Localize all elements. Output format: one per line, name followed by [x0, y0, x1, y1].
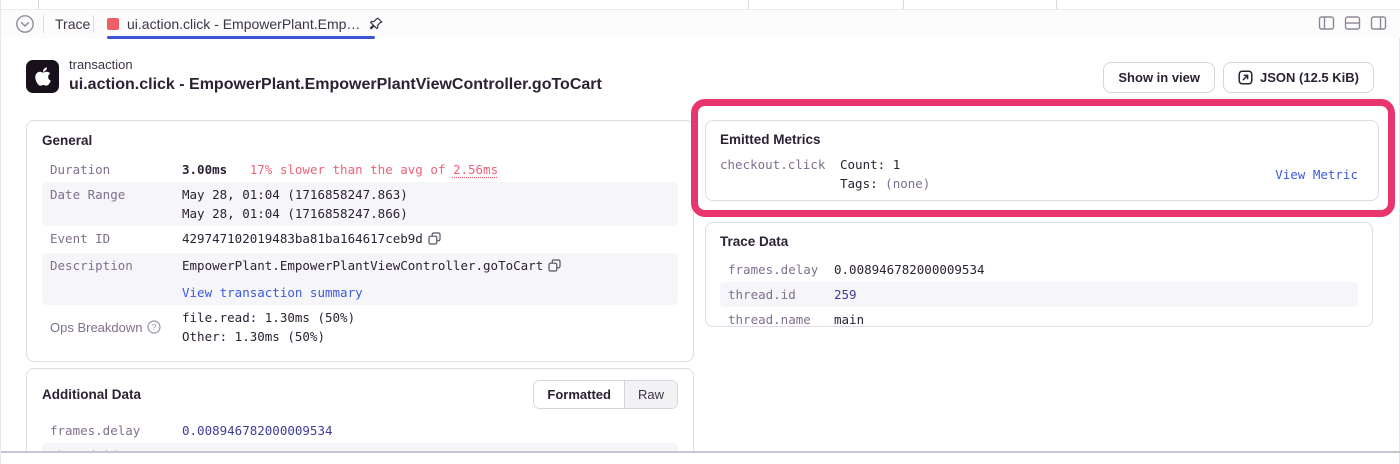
additional-data-section: Additional Data Formatted Raw frames.del… — [26, 368, 694, 452]
date-range-start: May 28, 01:04 (1716858247.863) — [182, 187, 408, 202]
duration-row: Duration 3.00ms 17% slower than the avg … — [42, 157, 678, 182]
tab-divider — [43, 15, 44, 33]
background-table-edge — [1, 0, 1400, 10]
ops-breakdown-row: Ops Breakdown ? file.read: 1.30ms (50%) … — [42, 305, 678, 349]
table-column-divider — [38, 0, 39, 9]
event-type-label: transaction — [69, 57, 133, 72]
view-metric-link[interactable]: View Metric — [1275, 166, 1358, 182]
json-button-label: JSON (12.5 KiB) — [1260, 70, 1359, 85]
json-download-button[interactable]: JSON (12.5 KiB) — [1223, 62, 1374, 93]
apple-platform-icon — [26, 60, 59, 93]
ops-breakdown-line2: Other: 1.30ms (50%) — [182, 329, 325, 344]
apple-logo-icon — [34, 67, 51, 86]
show-in-view-button[interactable]: Show in view — [1103, 62, 1216, 93]
tab-transaction-active[interactable]: ui.action.click - EmpowerPlant.Emp… — [107, 10, 384, 38]
trace-data-row: thread.id 259 — [720, 282, 1358, 307]
general-section: General Duration 3.00ms 17% slower than … — [26, 120, 694, 362]
table-column-divider — [1056, 0, 1057, 9]
trace-data-row: frames.delay 0.008946782000009534 — [728, 262, 985, 277]
transaction-title: ui.action.click - EmpowerPlant.EmpowerPl… — [69, 76, 602, 93]
trace-data-section: Trace Data frames.delay 0.00894678200000… — [705, 222, 1373, 327]
copy-description-button[interactable] — [548, 258, 561, 277]
show-in-view-label: Show in view — [1118, 70, 1201, 85]
description-value: EmpowerPlant.EmpowerPlantViewController.… — [182, 258, 544, 273]
date-range-end: May 28, 01:04 (1716858247.866) — [182, 206, 408, 221]
table-column-divider — [748, 0, 749, 9]
avg-duration-value[interactable]: 2.56ms — [452, 162, 499, 177]
transaction-status-marker — [107, 18, 119, 30]
drawer-bottom-edge — [1, 451, 1400, 453]
general-section-title: General — [42, 133, 93, 148]
dock-bottom-layout-button[interactable] — [1344, 15, 1361, 31]
additional-data-title: Additional Data — [42, 387, 142, 402]
trace-data-title: Trace Data — [720, 234, 789, 249]
copy-icon — [548, 259, 561, 272]
event-id-row: Event ID 429747102019483ba81ba164617ceb9… — [42, 226, 678, 253]
metric-count: Count: 1 — [840, 157, 901, 172]
external-link-icon — [1238, 70, 1253, 85]
emitted-metrics-title: Emitted Metrics — [720, 132, 821, 147]
dock-left-layout-button[interactable] — [1318, 15, 1335, 31]
svg-text:?: ? — [151, 322, 156, 332]
tab-trace-label: Trace — [55, 16, 91, 32]
additional-data-row: thread.id 259 — [42, 443, 678, 452]
tab-transaction-label: ui.action.click - EmpowerPlant.Emp… — [127, 16, 361, 32]
format-toggle: Formatted Raw — [533, 380, 678, 409]
collapse-drawer-button[interactable] — [15, 14, 35, 34]
date-range-row: Date Range May 28, 01:04 (1716858247.863… — [42, 182, 678, 226]
emitted-metrics-section: Emitted Metrics checkout.click Count: 1 … — [705, 120, 1379, 201]
table-column-divider — [903, 0, 904, 9]
ops-breakdown-key: Ops Breakdown ? — [50, 308, 182, 346]
date-range-key: Date Range — [50, 187, 126, 202]
formatted-toggle-option[interactable]: Formatted — [534, 381, 625, 408]
tab-divider — [93, 15, 94, 33]
duration-value: 3.00ms — [182, 162, 228, 177]
event-id-key: Event ID — [50, 231, 111, 246]
copy-icon — [428, 232, 441, 245]
view-transaction-summary-link[interactable]: View transaction summary — [182, 285, 363, 300]
chevron-down-circle-icon — [16, 15, 34, 33]
ops-breakdown-line1: file.read: 1.30ms (50%) — [182, 310, 356, 325]
copy-event-id-button[interactable] — [428, 231, 441, 250]
help-icon[interactable]: ? — [146, 320, 161, 334]
metric-name: checkout.click — [720, 157, 826, 172]
tab-trace[interactable]: Trace — [55, 10, 90, 38]
trace-tab-bar: Trace ui.action.click - EmpowerPlant.Emp… — [1, 10, 1400, 39]
active-tab-underline — [107, 36, 375, 39]
description-row: Description EmpowerPlant.EmpowerPlantVie… — [42, 253, 678, 305]
metric-tags: Tags: (none) — [840, 176, 931, 191]
additional-data-row: frames.delay 0.008946782000009534 — [50, 423, 333, 438]
dock-right-layout-button[interactable] — [1370, 15, 1387, 31]
drawer-layout-controls — [1318, 15, 1387, 31]
duration-comparison: 17% slower than the avg of 2.56ms — [249, 162, 499, 177]
pin-icon — [370, 17, 383, 30]
duration-key: Duration — [50, 162, 111, 177]
raw-toggle-option[interactable]: Raw — [624, 381, 677, 408]
event-id-value: 429747102019483ba81ba164617ceb9d — [182, 231, 423, 246]
pin-tab-button[interactable] — [368, 16, 384, 32]
trace-data-row: thread.name main — [728, 312, 865, 327]
description-key: Description — [50, 258, 133, 273]
